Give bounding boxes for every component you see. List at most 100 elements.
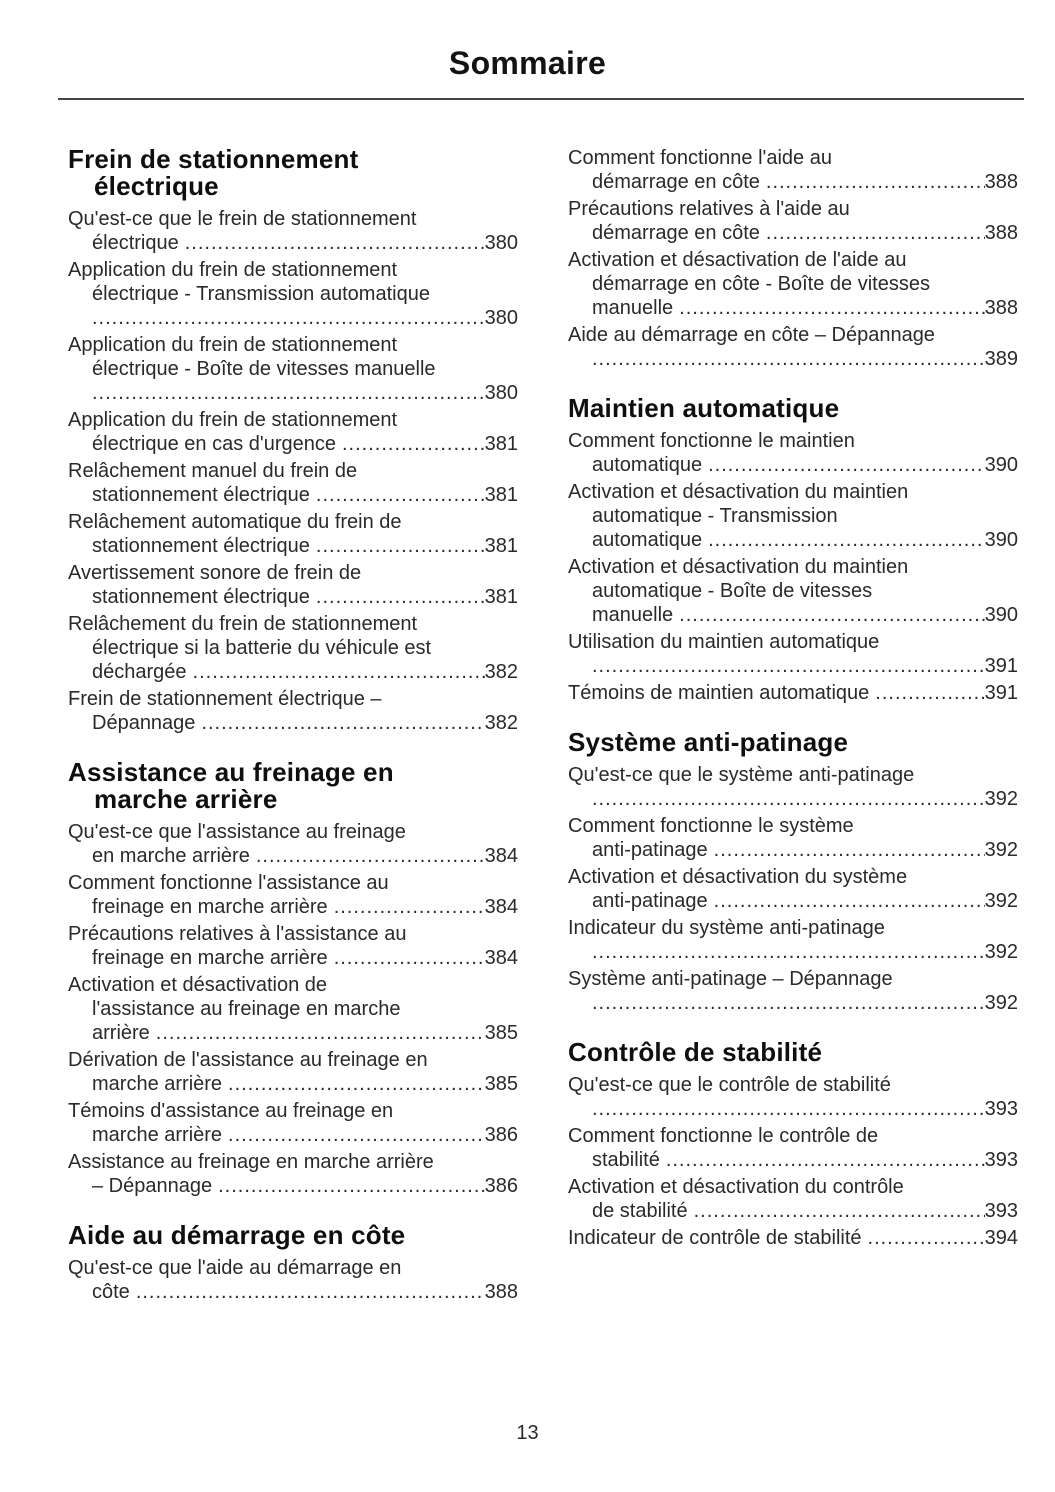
- section-heading: Aide au démarrage en côte: [68, 1222, 518, 1249]
- toc-entry: Précautions relatives à l'aide au démarra…: [568, 197, 1018, 245]
- toc-entry: Comment fonctionne l'assistance au freina…: [68, 871, 518, 919]
- section-heading-line: Frein de stationnement: [68, 144, 359, 174]
- toc-entry: Comment fonctionne l'aide au démarrage en…: [568, 146, 1018, 194]
- entry-line: Qu'est-ce que le système anti-patinage: [568, 764, 915, 786]
- dot-leader: ........................................…: [228, 1073, 485, 1095]
- toc-entry: Système anti-patinage – Dépannage.......…: [568, 967, 1018, 1015]
- entry-line: électrique - Transmission automatique: [92, 283, 430, 305]
- entry-line: électrique - Boîte de vitesses manuelle: [92, 358, 436, 380]
- toc-columns: Frein de stationnement électrique Qu'est-c…: [0, 146, 1055, 1307]
- toc-entry: Activation et désactivation de l'assistan…: [68, 973, 518, 1045]
- dot-leader: ........................................…: [765, 222, 985, 244]
- entry-line: Relâchement manuel du frein de: [68, 460, 358, 482]
- entry-line: automatique - Transmission: [592, 505, 838, 527]
- entry-last-line: arrière.................................…: [68, 1021, 518, 1045]
- page-ref: 384: [484, 947, 518, 969]
- toc-entry: Qu'est-ce que l'aide au démarrage en côte…: [68, 1256, 518, 1304]
- entry-line: Activation et désactivation de: [68, 974, 328, 996]
- entry-line: Activation et désactivation du maintien: [568, 556, 909, 578]
- toc-entry: Application du frein de stationnement éle…: [68, 333, 518, 405]
- section-heading: Contrôle de stabilité: [568, 1039, 1018, 1066]
- page-ref: 388: [984, 171, 1018, 193]
- entry-line: l'assistance au freinage en marche: [92, 998, 401, 1020]
- toc-section: Frein de stationnement électrique Qu'est-c…: [68, 146, 518, 735]
- entry-line-text: côte: [92, 1281, 130, 1303]
- entry-line: Comment fonctionne le maintien: [568, 430, 855, 452]
- dot-leader: ........................................…: [679, 297, 984, 319]
- entry-line: Qu'est-ce que le frein de stationnement: [68, 208, 417, 230]
- page-ref: 389: [984, 348, 1018, 370]
- page-ref: 385: [484, 1073, 518, 1095]
- entry-last-line: ........................................…: [68, 381, 518, 405]
- section-heading-line: Système anti-patinage: [568, 727, 849, 757]
- toc-section: Aide au démarrage en côte Qu'est-ce que l…: [68, 1222, 518, 1304]
- entry-last-line: freinage en marche arrière..............…: [68, 946, 518, 970]
- section-heading: Système anti-patinage: [568, 729, 1018, 756]
- entry-line: Application du frein de stationnement: [68, 409, 398, 431]
- toc-section: Contrôle de stabilité Qu'est-ce que le co…: [568, 1039, 1018, 1250]
- dot-leader: ........................................…: [713, 890, 985, 912]
- toc-entry: Avertissement sonore de frein de stationn…: [68, 561, 518, 609]
- entry-line-text: automatique: [592, 454, 703, 476]
- dot-leader: ........................................…: [201, 712, 484, 734]
- page-ref: 392: [984, 941, 1018, 963]
- entry-line-text: freinage en marche arrière: [92, 947, 328, 969]
- entry-line: Activation et désactivation du contrôle: [568, 1176, 904, 1198]
- page-ref: 384: [484, 896, 518, 918]
- toc-entry: Comment fonctionne le contrôle de stabili…: [568, 1124, 1018, 1172]
- entry-last-line: de stabilité............................…: [568, 1199, 1018, 1223]
- toc-entry: Comment fonctionne le système anti-patina…: [568, 814, 1018, 862]
- entry-last-line: ........................................…: [568, 1097, 1018, 1121]
- dot-leader: ........................................…: [592, 1098, 985, 1120]
- toc-entry: Relâchement automatique du frein de stati…: [68, 510, 518, 558]
- toc-entry: Activation et désactivation du contrôle d…: [568, 1175, 1018, 1223]
- entry-last-line: ........................................…: [568, 787, 1018, 811]
- page-ref: 381: [484, 484, 518, 506]
- dot-leader: ........................................…: [592, 788, 985, 810]
- entry-last-line: manuelle................................…: [568, 296, 1018, 320]
- entry-line: automatique - Boîte de vitesses: [592, 580, 873, 602]
- dot-leader: ........................................…: [592, 348, 985, 370]
- entry-line: Qu'est-ce que l'assistance au freinage: [68, 821, 406, 843]
- toc-entry: Utilisation du maintien automatique.....…: [568, 630, 1018, 678]
- dot-leader: ........................................…: [255, 845, 485, 867]
- entry-line: Comment fonctionne le contrôle de: [568, 1125, 879, 1147]
- toc-section: Comment fonctionne l'aide au démarrage en…: [568, 146, 1018, 371]
- toc-entry: Comment fonctionne le maintien automatiqu…: [568, 429, 1018, 477]
- toc-entry: Aide au démarrage en côte – Dépannage...…: [568, 323, 1018, 371]
- dot-leader: ........................................…: [155, 1022, 485, 1044]
- entry-line-text: automatique: [592, 529, 703, 551]
- dot-leader: ........................................…: [184, 232, 485, 254]
- entry-line: Assistance au freinage en marche arrière: [68, 1151, 434, 1173]
- dot-leader: ........................................…: [92, 382, 485, 404]
- entry-last-line: Indicateur de contrôle de stabilité.....…: [568, 1226, 1018, 1250]
- toc-entry: Application du frein de stationnement éle…: [68, 258, 518, 330]
- page-number: 13: [516, 1422, 539, 1444]
- dot-leader: ........................................…: [92, 307, 485, 329]
- entry-line-text: anti-patinage: [592, 890, 708, 912]
- page-ref: 381: [484, 433, 518, 455]
- section-heading-line: Assistance au freinage en: [68, 757, 394, 787]
- entry-line-text: en marche arrière: [92, 845, 250, 867]
- entry-last-line: Témoins de maintien automatique.........…: [568, 681, 1018, 705]
- entry-line: Activation et désactivation du maintien: [568, 481, 909, 503]
- entry-line: Indicateur du système anti-patinage: [568, 917, 885, 939]
- entry-last-line: anti-patinage...........................…: [568, 838, 1018, 862]
- section-heading-line: électrique: [94, 171, 219, 201]
- entry-last-line: anti-patinage...........................…: [568, 889, 1018, 913]
- entry-line-text: électrique en cas d'urgence: [92, 433, 336, 455]
- toc-entry: Qu'est-ce que le frein de stationnement é…: [68, 207, 518, 255]
- toc-entry: Témoins de maintien automatique.........…: [568, 681, 1018, 705]
- page-ref: 390: [984, 529, 1018, 551]
- entry-line: Système anti-patinage – Dépannage: [568, 968, 893, 990]
- entry-line-text: Témoins de maintien automatique: [568, 682, 870, 704]
- dot-leader: ........................................…: [341, 433, 485, 455]
- toc-entry: Précautions relatives à l'assistance au f…: [68, 922, 518, 970]
- entry-line: Relâchement du frein de stationnement: [68, 613, 418, 635]
- page-ref: 384: [484, 845, 518, 867]
- entry-last-line: démarrage en côte.......................…: [568, 170, 1018, 194]
- section-heading-line: marche arrière: [94, 784, 278, 814]
- entry-line-text: marche arrière: [92, 1124, 223, 1146]
- entry-line-text: arrière: [92, 1022, 150, 1044]
- page-ref: 386: [484, 1175, 518, 1197]
